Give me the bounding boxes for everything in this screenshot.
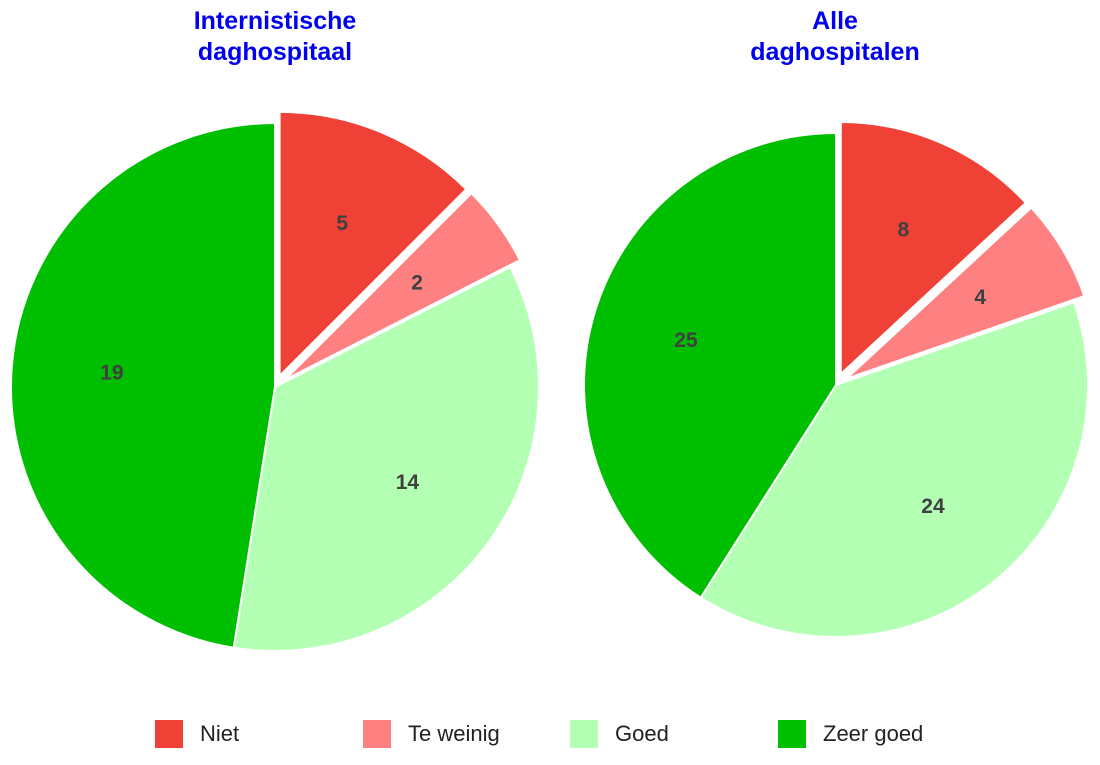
- legend-swatch: [363, 720, 391, 748]
- pie-slice: [9, 121, 276, 649]
- pie-slice: [583, 131, 837, 600]
- pie-slice: [284, 191, 522, 381]
- pie-slice: [278, 110, 468, 379]
- legend-label: Niet: [200, 721, 239, 746]
- data-label: 24: [921, 495, 945, 518]
- data-label: 14: [396, 471, 420, 494]
- data-label: 5: [336, 212, 348, 235]
- data-label: 19: [100, 362, 123, 385]
- legend-swatch: [778, 720, 806, 748]
- chart-title: Internistische daghospitaal: [193, 7, 357, 66]
- pie-slice: [839, 121, 1028, 377]
- data-label: 8: [898, 218, 910, 241]
- legend-label: Zeer goed: [823, 721, 923, 746]
- chart-title: Alle daghospitalen: [750, 7, 920, 66]
- legend-label: Goed: [615, 721, 669, 746]
- legend-label: Te weinig: [408, 721, 500, 746]
- pie-slice: [232, 265, 540, 652]
- pie-slice: [845, 206, 1086, 380]
- legend-swatch: [155, 720, 183, 748]
- legend-swatch: [570, 720, 598, 748]
- data-label: 2: [411, 271, 423, 294]
- data-label: 25: [674, 329, 698, 352]
- pie-slice: [699, 300, 1089, 638]
- data-label: 4: [974, 286, 986, 309]
